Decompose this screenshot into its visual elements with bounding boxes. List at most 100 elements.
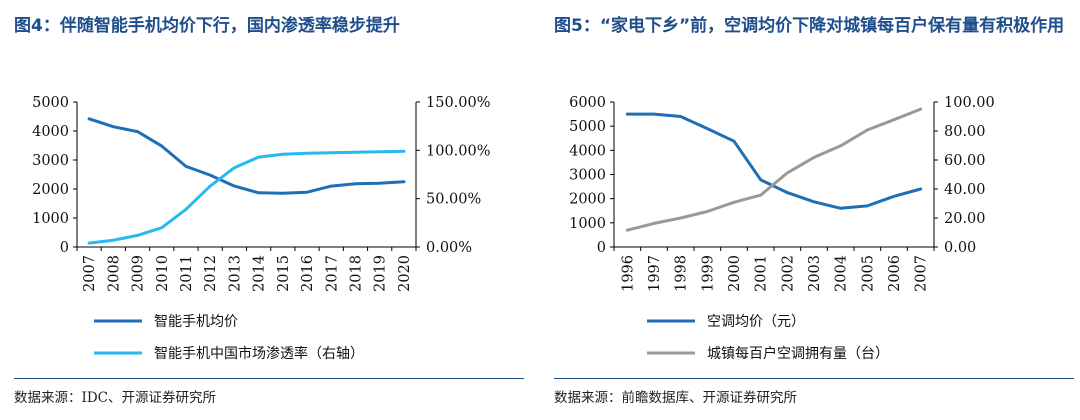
x-tick-label: 2002 [780, 255, 796, 292]
x-tick-label: 2020 [397, 255, 413, 292]
left-y-tick-label: 5000 [569, 119, 606, 135]
series-1-point [866, 204, 869, 208]
right-y-tick-label: 50.00% [426, 192, 481, 208]
series-1-point [732, 139, 736, 143]
series-2-point [87, 241, 91, 245]
x-tick-label: 2006 [887, 255, 903, 292]
x-tick-label: 1997 [647, 255, 663, 292]
series-1-point [112, 125, 115, 128]
x-tick-label: 2004 [834, 255, 850, 292]
series-1-point [378, 181, 381, 185]
series-2-point [329, 151, 333, 155]
x-tick-label: 2000 [727, 255, 743, 292]
series-2-point [160, 226, 164, 229]
left-y-tick-label: 5000 [32, 95, 69, 111]
series-2-point [112, 238, 115, 242]
series-line-1 [87, 117, 406, 195]
left-source-divider [14, 378, 524, 379]
series-1-point [257, 191, 260, 195]
x-tick-label: 2007 [914, 255, 930, 292]
right-y-tick-label: 100.00% [426, 143, 491, 159]
series-2-point [706, 210, 709, 213]
right-chart-panel: 图5：“家电下乡”前，空调均价下降对城镇每百户保有量有积极作用 0 1000 200… [540, 0, 1080, 420]
right-y-tick-label: 60.00 [944, 153, 986, 169]
series-2-point [839, 144, 842, 148]
left-source-note: 数据来源：IDC、开源证券研究所 [14, 390, 216, 406]
series-1-point [281, 192, 285, 195]
x-tick-label: 2008 [106, 255, 122, 292]
series-2-point [136, 234, 139, 237]
left-y-tick-label: 3000 [32, 153, 69, 169]
series-1-point [919, 187, 922, 191]
series-2-point [257, 155, 260, 159]
left-y-tick-label: 1000 [32, 211, 69, 227]
series-2-point [732, 201, 736, 204]
x-tick-label: 2018 [348, 255, 364, 292]
left-chart-title: 图4：伴随智能手机均价下行，国内渗透率稳步提升 [14, 16, 400, 36]
x-tick-label: 1999 [700, 255, 716, 292]
series-2-point [378, 150, 381, 154]
series-1-point [208, 173, 212, 177]
series-1-point [839, 207, 842, 210]
legend-label-1: 空调均价（元） [707, 314, 805, 330]
legend-label-2: 城镇每百户空调拥有量（台） [707, 345, 889, 362]
left-y-tick-label: 2000 [32, 182, 69, 198]
series-1-point [652, 112, 656, 116]
left-y-tick-label: 2000 [569, 192, 606, 208]
left-y-tick-label: 1000 [569, 216, 606, 232]
series-line-2 [87, 149, 406, 245]
series-2-point [184, 208, 188, 211]
right-y-tick-label: 150.00% [426, 95, 491, 111]
series-2-point [919, 107, 922, 111]
x-tick-label: 2016 [300, 255, 316, 292]
x-tick-label: 2017 [324, 255, 340, 292]
series-line-2 [625, 107, 923, 232]
right-source-note: 数据来源：前瞻数据库、开源证券研究所 [554, 390, 797, 406]
series-1-point [679, 115, 682, 118]
series-1-point [706, 127, 709, 130]
series-1-point [626, 112, 629, 116]
series-1-point [329, 184, 333, 188]
left-y-tick-label: 3000 [569, 168, 606, 184]
left-chart-panel: 图4：伴随智能手机均价下行，国内渗透率稳步提升 0 1000 2000 3000 400… [0, 0, 530, 420]
series-1-point [233, 184, 236, 188]
series-2-point [759, 193, 762, 197]
left-y-tick-label: 4000 [569, 143, 606, 159]
legend-label-1: 智能手机均价 [154, 314, 238, 330]
x-tick-label: 2011 [179, 255, 195, 292]
series-1-point [759, 178, 762, 182]
right-y-tick-label: 40.00 [944, 182, 986, 198]
right-y-tick-label: 100.00 [944, 95, 995, 111]
series-1-point [402, 180, 406, 184]
x-tick-label: 2010 [155, 255, 171, 292]
series-2-point [812, 156, 816, 159]
series-1-point [184, 165, 188, 168]
series-1-point [160, 144, 164, 148]
series-2-point [626, 228, 629, 232]
series-1-point [812, 200, 816, 204]
series-2-point [786, 171, 789, 175]
series-2-point [208, 184, 212, 188]
x-tick-label: 2012 [203, 255, 219, 292]
series-1-point [354, 182, 357, 186]
series-2-point [652, 222, 656, 225]
x-tick-label: 1996 [620, 255, 636, 292]
right-y-tick-label: 0.00 [944, 240, 976, 256]
x-tick-label: 2007 [82, 255, 98, 292]
x-tick-label: 2001 [754, 255, 770, 292]
x-tick-label: 2013 [227, 255, 243, 292]
legend-label-2: 智能手机中国市场渗透率（右轴） [154, 345, 364, 362]
series-2-point [402, 150, 406, 153]
right-source-divider [554, 378, 1074, 379]
series-2-point [354, 150, 357, 154]
series-1-point [136, 130, 139, 133]
left-y-tick-label: 0 [60, 240, 69, 256]
left-y-tick-label: 4000 [32, 124, 69, 140]
x-tick-label: 2019 [373, 255, 389, 292]
series-line-1 [625, 112, 923, 210]
right-y-tick-label: 80.00 [944, 124, 986, 140]
left-chart-svg: 0 1000 2000 3000 4000 5000 0.00% 50.00% 100.00% 1… [32, 95, 491, 362]
right-chart-title: 图5：“家电下乡”前，空调均价下降对城镇每百户保有量有积极作用 [554, 16, 1065, 36]
series-2-point [233, 166, 236, 170]
series-1-point [87, 117, 91, 121]
